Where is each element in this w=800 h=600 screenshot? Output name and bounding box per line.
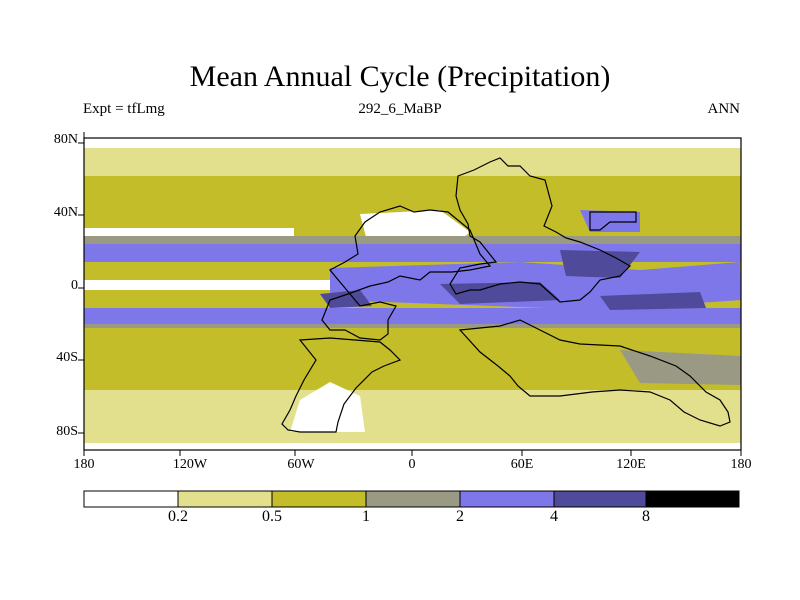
lon-label-60w: 60W [287,457,315,472]
continent-outline-north-america [321,205,492,341]
contour-patch-gray-pacific [620,350,741,385]
precip-core-asia [560,250,640,278]
plot-title: Mean Annual Cycle (Precipitation) [189,60,611,93]
lon-label-120e: 120E [616,457,646,472]
colorbar-label-4: 4 [550,508,558,525]
lat-label-80s: 80S [56,424,78,439]
experiment-label: Expt = tfLmg [83,101,165,117]
dry-zone-subtropics-north [84,228,294,236]
colorbar-box-2 [177,490,273,508]
continent-outline-gondwana [281,337,402,433]
colorbar-box-5 [459,490,555,508]
colorbar-box-1 [83,490,179,508]
contour-band-blue-north [84,244,741,262]
axis-ticks [78,132,742,456]
contour-field [84,138,741,450]
lat-label-40s: 40S [56,350,78,365]
contour-patch-blue-asia [580,210,640,232]
colorbar-box-7 [645,490,740,508]
contour-band-blue-south [84,308,741,324]
colorbar-box-3 [271,490,367,508]
precip-core-tropical-2 [440,282,560,304]
lon-label-180w: 180 [73,457,95,472]
continent-outline-asia-north [589,211,637,231]
colorbar-box-4 [365,490,461,508]
season-label: ANN [707,101,741,117]
colorbar-label-2: 2 [456,508,464,525]
lon-label-0: 0 [408,457,416,472]
continent-outline-africa-south [458,319,731,427]
contour-patch-light-south [84,390,741,430]
continent-outline-eurasia [449,157,631,303]
dry-zone-south-american-desert [290,382,365,432]
lat-label-0: 0 [71,278,78,293]
precip-core-tropical-1 [320,290,372,308]
precip-core-pacific [600,292,706,310]
lon-label-60e: 60E [510,457,534,472]
run-label: 292_6_MaBP [358,101,442,117]
colorbar [83,490,740,508]
lon-label-120w: 120W [172,457,208,472]
lat-label-40n: 40N [53,205,78,220]
lon-label-180e: 180 [730,457,752,472]
colorbar-label-0.5: 0.5 [262,508,282,525]
colorbar-label-0.2: 0.2 [168,508,188,525]
colorbar-box-6 [553,490,647,508]
colorbar-label-8: 8 [642,508,650,525]
lat-label-80n: 80N [53,132,78,147]
colorbar-label-1: 1 [362,508,370,525]
